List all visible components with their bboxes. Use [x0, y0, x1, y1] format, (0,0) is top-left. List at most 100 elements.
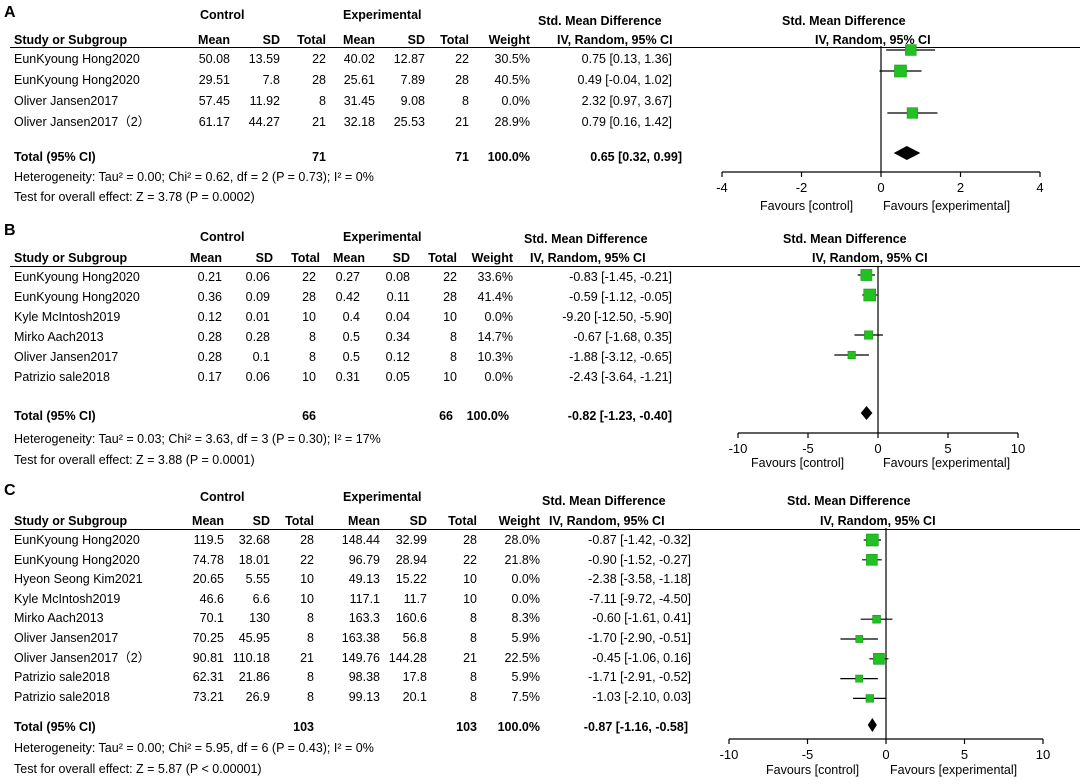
forest-plot: -10 -5 0 5 10 [729, 266, 1025, 456]
cell-smd-ci: -1.03 [-2.10, 0.03] [592, 689, 691, 704]
cell-exp-mean: 98.38 [348, 670, 380, 685]
total-ci: 0.65 [0.32, 0.99] [590, 150, 682, 164]
cell-control-mean: 73.21 [192, 689, 224, 704]
cell-exp-sd: 12.87 [393, 52, 425, 66]
total-exp: 71 [455, 150, 469, 164]
col-exp-sd: SD [392, 251, 410, 265]
cell-control-total: 22 [300, 552, 314, 567]
study-name: Oliver Jansen2017（2） [14, 650, 151, 665]
plot-title: Std. Mean Difference [787, 494, 911, 508]
cell-exp-total: 28 [443, 290, 457, 304]
cell-smd-ci: 0.75 [0.13, 1.36] [581, 52, 672, 66]
effect-marker [894, 64, 907, 78]
cell-control-sd: 0.1 [252, 350, 270, 364]
cell-control-total: 10 [302, 310, 316, 324]
favours-left: Favours [control] [766, 763, 860, 777]
cell-control-total: 8 [307, 689, 314, 704]
plot-title: Std. Mean Difference [783, 232, 907, 246]
cell-smd-ci: -7.11 [-9.72, -4.50] [589, 591, 691, 606]
cell-control-mean: 0.17 [197, 370, 222, 384]
cell-control-sd: 0.09 [245, 290, 270, 304]
cell-control-mean: 20.65 [192, 572, 224, 587]
cell-exp-sd: 32.99 [395, 533, 427, 547]
study-name: Hyeon Seong Kim2021 [14, 572, 143, 587]
cell-exp-mean: 31.45 [343, 94, 375, 108]
x-tick-label: 0 [882, 747, 889, 762]
cell-control-total: 28 [300, 533, 314, 547]
col-weight: Weight [488, 33, 530, 47]
cell-weight: 30.5% [494, 52, 530, 66]
col-exp-total: Total [440, 33, 469, 47]
cell-control-mean: 61.17 [198, 115, 230, 129]
cell-smd-ci: -0.59 [-1.12, -0.05] [569, 290, 672, 304]
cell-exp-sd: 20.1 [402, 689, 427, 704]
smd-header: Std. Mean Difference [538, 14, 662, 28]
effect-marker [847, 350, 856, 360]
x-tick-label: 5 [944, 441, 951, 456]
x-tick-label: -5 [802, 441, 814, 456]
cell-smd-ci: -2.38 [-3.58, -1.18] [588, 572, 691, 587]
cell-control-mean: 50.08 [198, 52, 230, 66]
cell-exp-sd: 160.6 [395, 611, 427, 626]
cell-exp-mean: 49.13 [348, 572, 380, 587]
col-exp-sd: SD [407, 33, 425, 47]
cell-weight: 7.5% [511, 689, 541, 704]
overall-effect: Test for overall effect: Z = 5.87 (P < 0… [14, 762, 262, 776]
study-name: Mirko Aach2013 [14, 611, 104, 626]
cell-weight: 28.0% [504, 533, 540, 547]
panel-c: C Control Experimental Std. Mean Differe… [0, 480, 1084, 784]
study-name: Oliver Jansen2017 [14, 350, 119, 364]
cell-control-mean: 0.21 [197, 270, 222, 284]
cell-exp-total: 10 [443, 310, 457, 324]
cell-smd-ci: -2.43 [-3.64, -1.21] [569, 370, 672, 384]
cell-control-total: 22 [312, 52, 326, 66]
group-header-experimental: Experimental [343, 490, 422, 504]
cell-exp-sd: 56.8 [402, 631, 427, 645]
total-control: 71 [312, 150, 326, 164]
cell-exp-total: 22 [443, 270, 457, 284]
cell-smd-ci: -0.45 [-1.06, 0.16] [592, 650, 691, 665]
cell-control-sd: 0.28 [245, 330, 270, 344]
panel-a: A Control Experimental Std. Mean Differe… [0, 0, 1084, 222]
plot-title: Std. Mean Difference [782, 14, 906, 28]
cell-control-mean: 0.36 [197, 290, 222, 304]
study-name: EunKyoung Hong2020 [14, 270, 140, 284]
cell-exp-sd: 25.53 [393, 115, 425, 129]
cell-exp-total: 10 [463, 591, 477, 606]
cell-exp-total: 8 [450, 350, 457, 364]
effect-marker [864, 330, 874, 340]
col-control-sd: SD [255, 251, 273, 265]
cell-control-mean: 29.51 [198, 73, 230, 87]
cell-control-total: 8 [307, 631, 314, 645]
cell-exp-mean: 0.5 [342, 350, 360, 364]
effect-marker [855, 674, 864, 683]
col-control-total: Total [291, 251, 320, 265]
cell-exp-total: 8 [470, 611, 477, 626]
cell-exp-mean: 0.42 [335, 290, 360, 304]
x-tick-label: -4 [716, 180, 728, 195]
cell-weight: 0.0% [511, 572, 541, 587]
cell-exp-mean: 148.44 [341, 533, 380, 547]
panel-label: C [4, 482, 16, 499]
effect-marker [855, 635, 864, 643]
pooled-diamond [867, 718, 877, 732]
effect-marker [872, 614, 881, 624]
cell-control-total: 21 [300, 650, 314, 665]
study-name: EunKyoung Hong2020 [14, 533, 140, 547]
cell-exp-mean: 163.38 [341, 631, 380, 645]
cell-weight: 33.6% [477, 270, 513, 284]
x-tick-label: -10 [720, 747, 739, 762]
cell-exp-mean: 99.13 [348, 689, 380, 704]
study-name: Kyle McIntosh2019 [14, 591, 121, 606]
cell-smd-ci: 0.79 [0.16, 1.42] [581, 115, 672, 129]
cell-control-sd: 0.01 [245, 310, 270, 324]
x-tick-label: -5 [802, 747, 814, 762]
header-rule [10, 266, 1080, 267]
cell-weight: 21.8% [504, 552, 540, 567]
cell-exp-mean: 32.18 [343, 115, 375, 129]
col-study: Study or Subgroup [14, 251, 128, 265]
cell-exp-total: 8 [470, 689, 477, 704]
plot-subtitle: IV, Random, 95% CI [820, 514, 936, 528]
cell-exp-mean: 40.02 [343, 52, 375, 66]
cell-smd-ci: -0.90 [-1.52, -0.27] [588, 552, 691, 567]
